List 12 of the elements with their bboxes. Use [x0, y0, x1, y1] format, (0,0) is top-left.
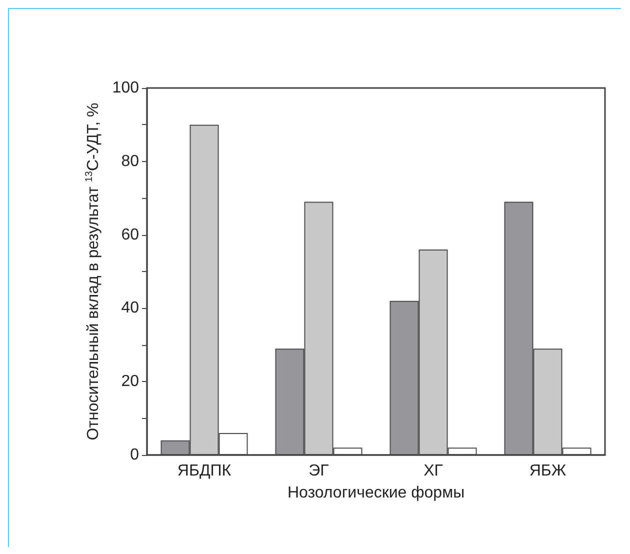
x-tick-label: ЯБДПК [177, 462, 232, 480]
x-tick-label: ХГ [424, 462, 444, 480]
y-tick-label: 100 [112, 80, 140, 96]
y-tick-label: 60 [121, 226, 140, 244]
y-axis-title: Относительный вклад в результат 13С-УДТ, % [84, 102, 102, 440]
x-tick-label: ЭГ [308, 462, 330, 480]
y-tick-label: 20 [121, 373, 140, 390]
x-axis-title: Нозологические формы [287, 484, 465, 502]
y-tick-label: 0 [130, 446, 140, 464]
x-tick-label: ЯБЖ [529, 462, 566, 480]
y-tick-label: 80 [121, 152, 140, 170]
y-tick-label: 40 [121, 300, 140, 317]
